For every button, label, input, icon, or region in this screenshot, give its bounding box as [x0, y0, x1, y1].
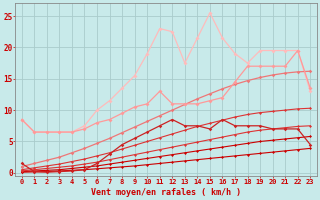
X-axis label: Vent moyen/en rafales ( km/h ): Vent moyen/en rafales ( km/h ) — [91, 188, 241, 197]
